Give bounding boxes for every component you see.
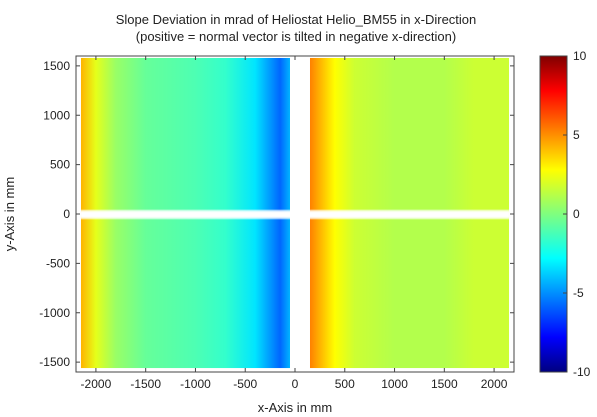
x-tick-label: -2000 (81, 377, 112, 391)
x-tick-label: 500 (335, 377, 355, 391)
gap-column (290, 56, 310, 372)
x-axis-label: x-Axis in mm (258, 400, 332, 415)
x-tick-label: -1500 (130, 377, 161, 391)
y-axis-label: y-Axis in mm (2, 177, 17, 251)
x-tick-label: 1000 (381, 377, 408, 391)
colorbar-tick-label: -5 (573, 286, 584, 300)
y-axis-ticks: -1500 -1000 -500 0 500 1000 1500 (39, 59, 514, 369)
missing-data-gaps (78, 56, 512, 372)
y-tick-label: -1000 (39, 306, 70, 320)
colorbar-tick-label: 0 (573, 207, 580, 221)
x-tick-label: 1500 (431, 377, 458, 391)
x-tick-label: 2000 (481, 377, 508, 391)
chart-title: Slope Deviation in mrad of Heliostat Hel… (116, 12, 477, 27)
y-tick-label: 500 (50, 158, 70, 172)
y-tick-label: 1500 (43, 59, 70, 73)
y-tick-label: 0 (63, 207, 70, 221)
y-tick-label: -1500 (39, 355, 70, 369)
colorbar-tick-label: -10 (573, 365, 591, 379)
x-tick-label: -1000 (180, 377, 211, 391)
x-tick-label: -500 (233, 377, 257, 391)
colorbar (539, 55, 568, 373)
colorbar-tick-label: 10 (573, 49, 587, 63)
colorbar-tick-label: 5 (573, 128, 580, 142)
colorbar-ticks: 10 5 0 -5 -10 (563, 49, 591, 379)
x-tick-label: 0 (292, 377, 299, 391)
y-tick-label: 1000 (43, 108, 70, 122)
chart-subtitle: (positive = normal vector is tilted in n… (136, 29, 456, 44)
x-axis-ticks: -2000 -1500 -1000 -500 0 500 1000 1500 2000 (81, 56, 508, 391)
y-tick-label: -500 (46, 256, 70, 270)
